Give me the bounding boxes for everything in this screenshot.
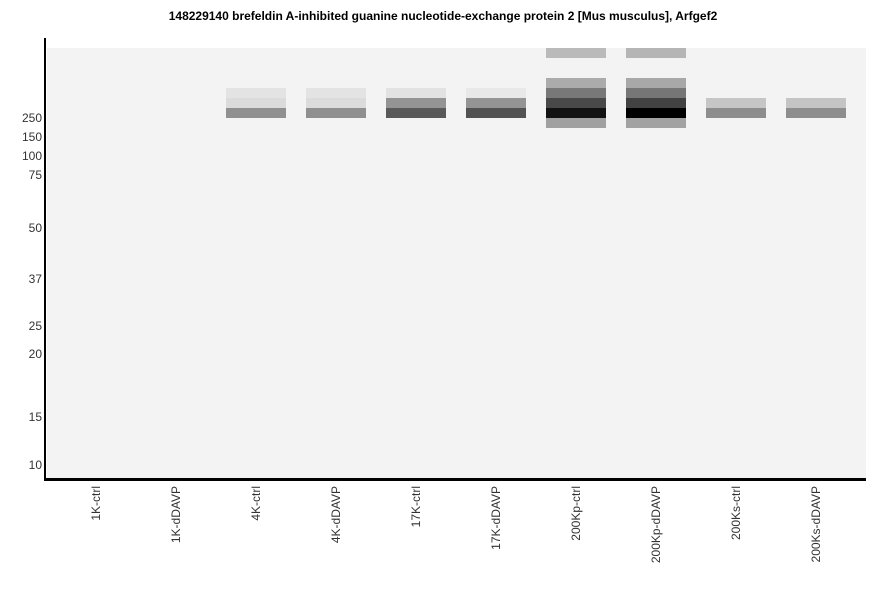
gel-lane-band — [546, 88, 606, 98]
gel-lane-band — [706, 108, 766, 118]
gel-lane-band — [386, 88, 446, 98]
gel-lane-band — [626, 48, 686, 58]
gel-lane-band — [786, 108, 846, 118]
gel-lane-band — [386, 98, 446, 108]
gel-lane-band — [226, 108, 286, 118]
gel-lane-band — [466, 108, 526, 118]
y-tick-label: 100 — [21, 149, 42, 163]
gel-lane-band — [546, 48, 606, 58]
x-axis-label: 4K-dDAVP — [329, 486, 343, 544]
y-tick-label: 25 — [28, 319, 42, 333]
gel-lane-band — [306, 88, 366, 98]
y-axis-line — [44, 38, 46, 481]
gel-lane-band — [226, 88, 286, 98]
y-tick-label: 37 — [28, 272, 42, 286]
x-axis-label: 1K-dDAVP — [169, 486, 183, 544]
gel-lane-band — [626, 88, 686, 98]
x-axis-label: 200Ks-dDAVP — [809, 486, 823, 563]
gel-lane-band — [626, 98, 686, 108]
x-axis-label: 200Kp-ctrl — [569, 486, 583, 541]
y-tick-label: 10 — [28, 458, 42, 472]
gel-lane-band — [706, 98, 766, 108]
y-tick-label: 250 — [21, 111, 42, 125]
gel-lane-band — [626, 118, 686, 128]
x-axis-label: 200Kp-dDAVP — [649, 486, 663, 564]
x-axis-line — [44, 478, 866, 481]
gel-lane-band — [306, 98, 366, 108]
gel-lane-band — [786, 98, 846, 108]
gel-lane-band — [466, 98, 526, 108]
gel-lane-band — [546, 118, 606, 128]
chart-title: 148229140 brefeldin A-inhibited guanine … — [168, 9, 718, 23]
gel-lane-band — [226, 98, 286, 108]
y-tick-label: 150 — [21, 130, 42, 144]
y-tick-label: 15 — [28, 410, 42, 424]
gel-lane-band — [546, 108, 606, 118]
x-axis-label: 1K-ctrl — [89, 486, 103, 521]
gel-lane-band — [626, 108, 686, 118]
gel-lane-band — [546, 98, 606, 108]
gel-plot-area — [47, 48, 866, 478]
gel-lane-band — [546, 78, 606, 88]
gel-lane-band — [626, 78, 686, 88]
gel-lane-band — [386, 108, 446, 118]
y-tick-label: 50 — [28, 221, 42, 235]
x-axis-label: 17K-ctrl — [409, 486, 423, 528]
x-axis-label: 4K-ctrl — [249, 486, 263, 521]
y-tick-label: 75 — [28, 168, 42, 182]
gel-lane-band — [306, 108, 366, 118]
x-axis-label: 17K-dDAVP — [489, 486, 503, 550]
gel-lane-band — [466, 88, 526, 98]
y-tick-label: 20 — [28, 347, 42, 361]
x-axis-label: 200Ks-ctrl — [729, 486, 743, 541]
